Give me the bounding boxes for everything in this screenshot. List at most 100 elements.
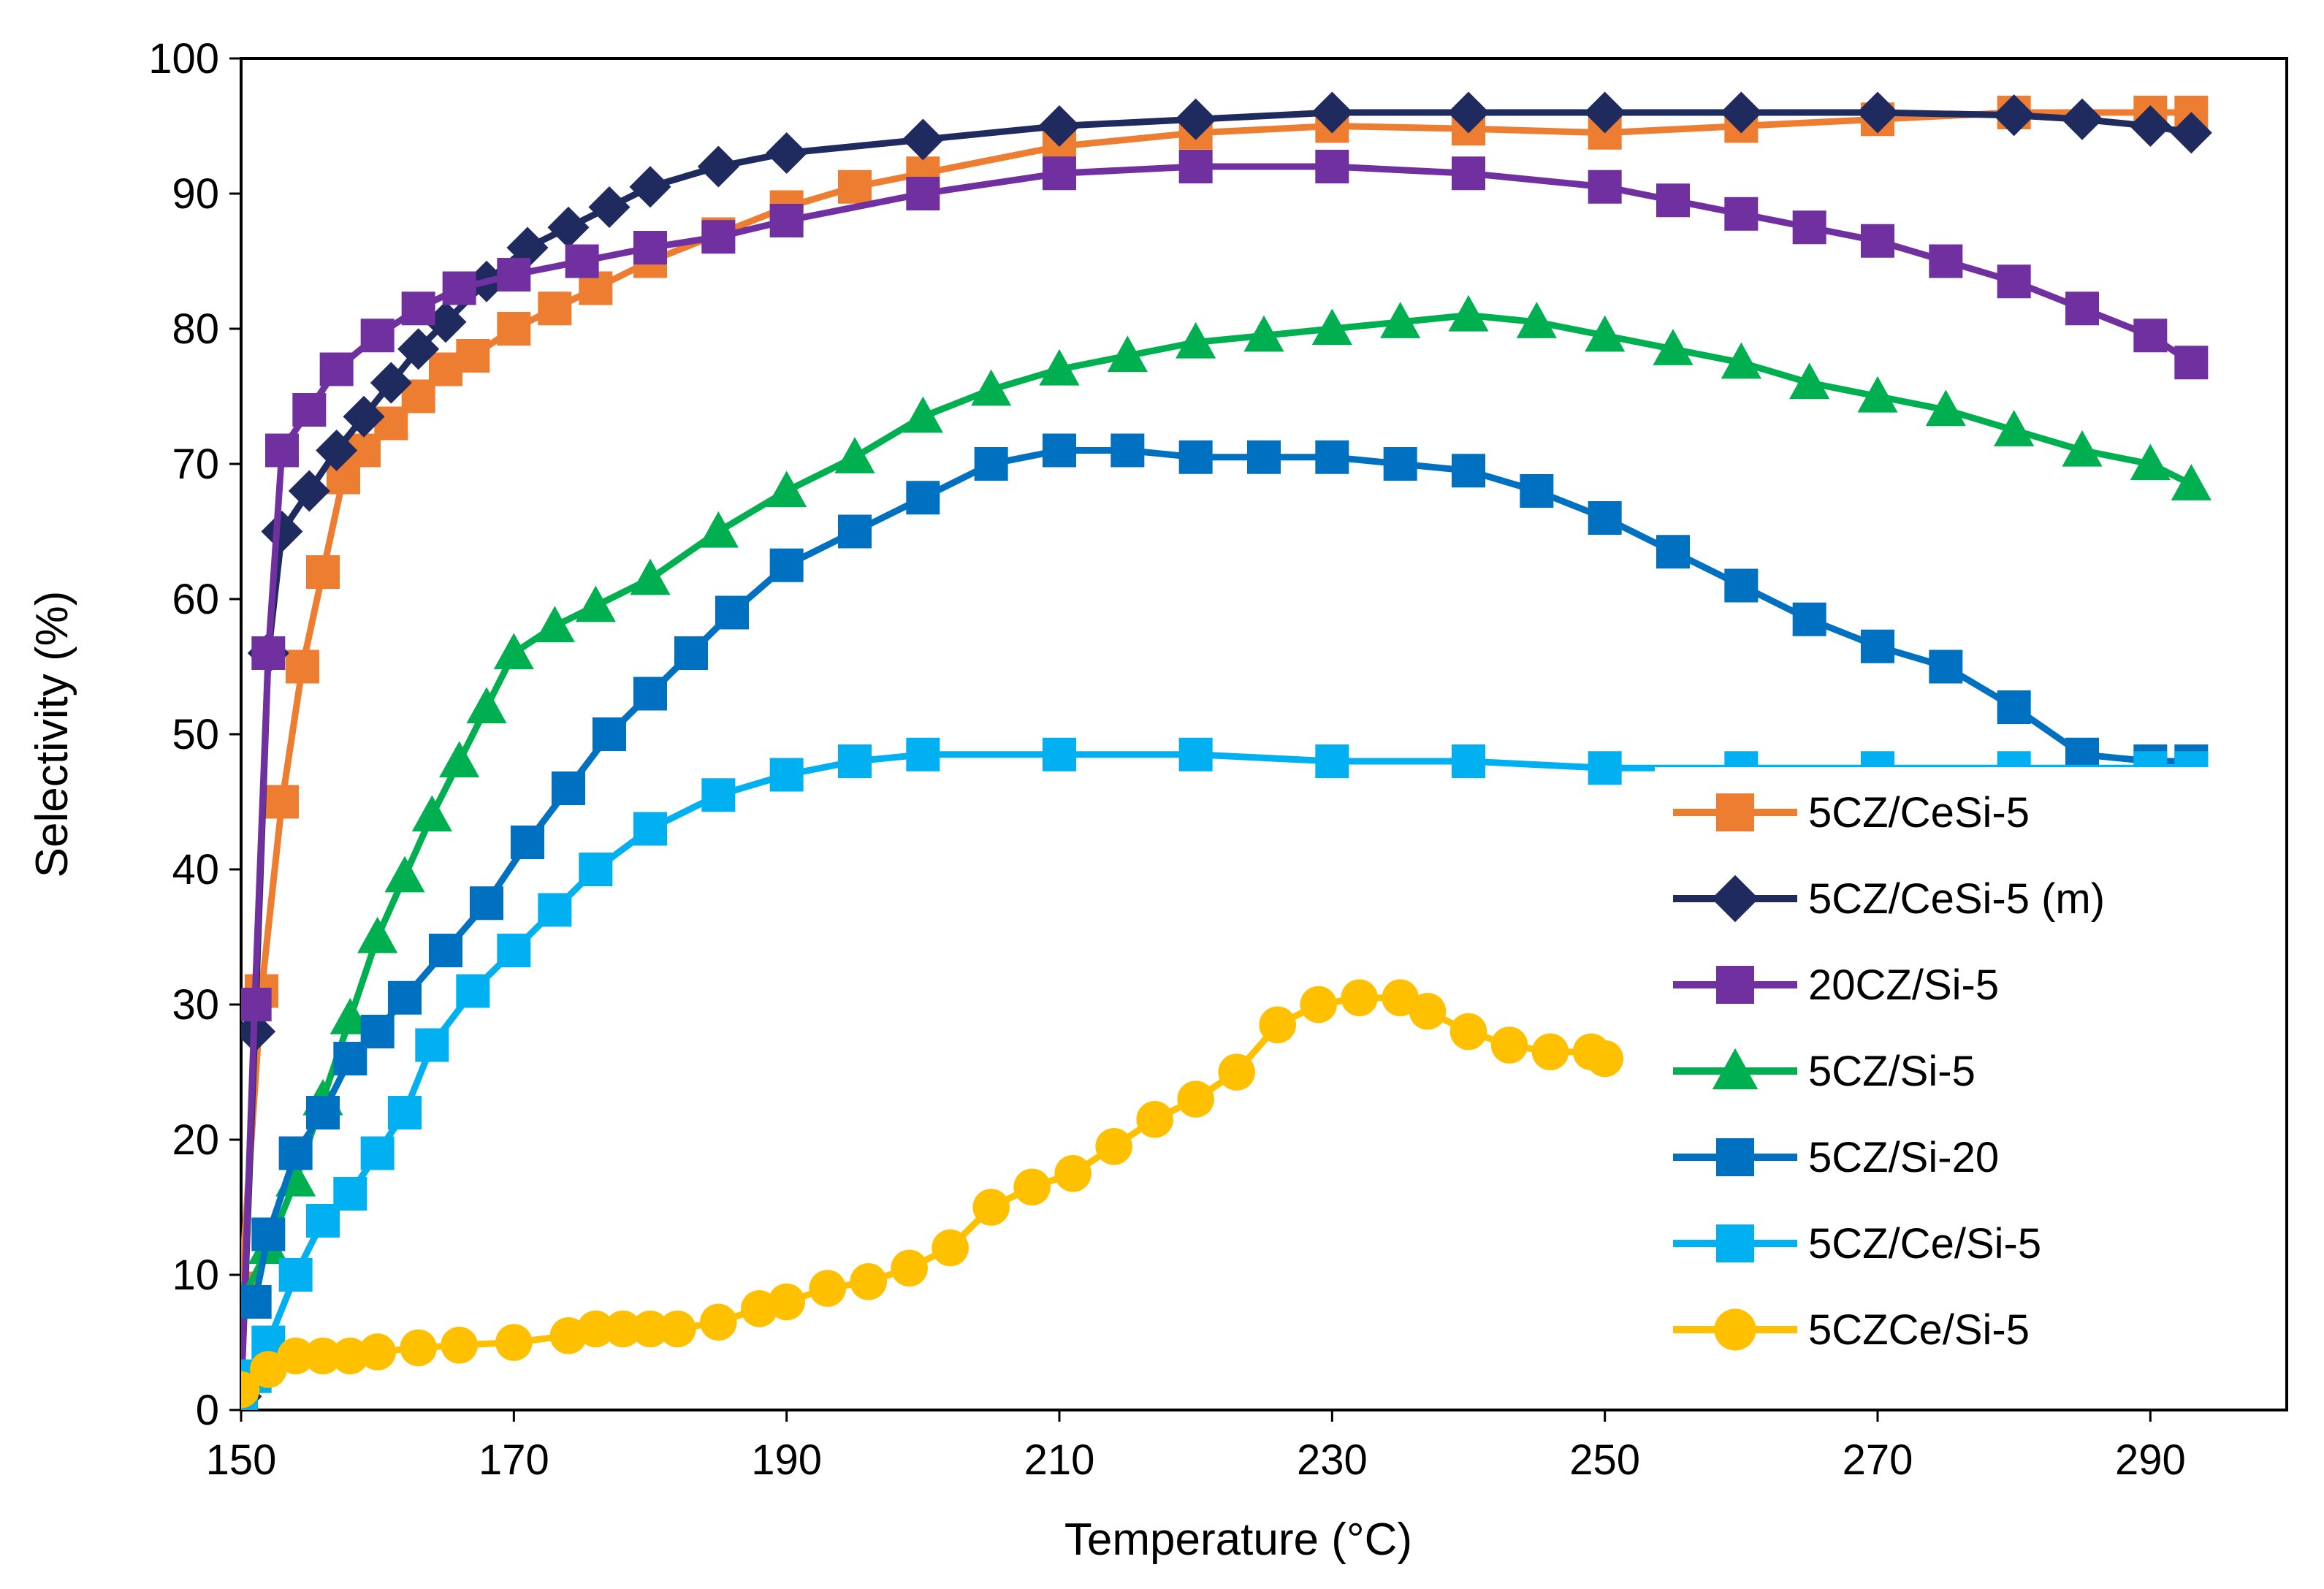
data-point (971, 369, 1012, 406)
data-point (593, 717, 626, 751)
y-axis-title: Selectivity (%) (27, 591, 77, 878)
data-point (1177, 1081, 1214, 1118)
legend-label: 5CZ/CeSi-5 (1808, 789, 2030, 837)
data-point (1452, 744, 1485, 778)
y-tick-label: 70 (172, 441, 219, 488)
data-point (497, 258, 531, 291)
data-point (769, 204, 804, 237)
data-point (2062, 430, 2103, 467)
data-point (442, 271, 476, 305)
data-point (838, 169, 872, 204)
data-point (1452, 156, 1485, 191)
data-point (333, 1177, 367, 1211)
y-tick-label: 40 (172, 846, 219, 893)
data-point (906, 481, 940, 515)
y-tick-label: 30 (172, 981, 219, 1029)
data-point (288, 470, 330, 512)
data-point (538, 893, 572, 927)
data-point (456, 339, 490, 373)
y-tick-label: 100 (148, 35, 219, 83)
data-point (1861, 224, 1894, 258)
data-point (1929, 244, 1963, 278)
data-point (1178, 440, 1213, 474)
data-point (1218, 1053, 1255, 1091)
data-point (292, 393, 327, 427)
data-point (2129, 104, 2171, 148)
data-point (439, 741, 480, 778)
data-point (1997, 690, 2031, 724)
data-point (400, 1329, 437, 1367)
data-point (1243, 315, 1284, 352)
y-tick-label: 80 (172, 305, 219, 353)
data-point (1997, 264, 2031, 299)
data-point (388, 1096, 422, 1129)
data-point (604, 1310, 641, 1348)
data-point (1110, 433, 1145, 468)
legend-item: 5CZ/CeSi-5 (m) (1673, 874, 2105, 923)
data-point (1176, 321, 1216, 359)
x-tick-label: 150 (206, 1436, 277, 1484)
legend-marker (1716, 1138, 1754, 1176)
x-axis: 150 170 190 210 230 250 270 290 (206, 1410, 2186, 1484)
data-point (286, 649, 319, 684)
data-point (1925, 389, 1966, 427)
data-point (1516, 302, 1557, 338)
data-point (1588, 169, 1622, 204)
y-tick-label: 20 (172, 1116, 219, 1164)
data-point (1315, 440, 1349, 474)
data-point (2170, 112, 2212, 154)
legend-item: 5CZ/Ce/Si-5 (1673, 1220, 2041, 1268)
data-point (769, 548, 804, 582)
data-point (1861, 629, 1894, 663)
x-axis-title: Temperature (°C) (1064, 1514, 1412, 1565)
legend-label: 5CZ/CeSi-5 (m) (1808, 875, 2105, 923)
data-point (497, 312, 531, 346)
data-point (1720, 91, 1762, 134)
data-point (2133, 319, 2168, 353)
data-point (424, 301, 467, 343)
data-point (766, 470, 807, 508)
series-6 (241, 979, 1623, 1409)
data-point (1585, 315, 1626, 352)
data-point (306, 1096, 340, 1129)
data-point (891, 1249, 928, 1287)
data-point (343, 395, 385, 438)
data-point (360, 1015, 395, 1048)
data-point (1856, 91, 1899, 134)
legend-item: 5CZ/CeSi-5 (1673, 789, 2030, 837)
data-point (278, 1136, 313, 1170)
x-tick-label: 170 (479, 1436, 549, 1484)
data-point (697, 145, 739, 188)
data-point (1656, 183, 1690, 218)
data-point (838, 744, 872, 778)
data-point (495, 1324, 533, 1361)
y-tick-label: 90 (172, 170, 219, 218)
data-point (809, 1270, 846, 1307)
data-point (1447, 91, 1490, 134)
legend-marker (1716, 793, 1754, 831)
data-point (534, 606, 575, 643)
legend-item: 5CZ/Si-5 (1673, 1048, 1976, 1095)
data-point (261, 510, 303, 553)
legend-label: 5CZ/Si-20 (1808, 1134, 1999, 1181)
data-point (972, 1189, 1010, 1226)
legend-label: 5CZ/Ce/Si-5 (1808, 1220, 2041, 1268)
data-point (701, 220, 736, 254)
data-point (902, 118, 944, 161)
legend-label: 20CZ/Si-5 (1808, 961, 1999, 1009)
data-point (1656, 535, 1690, 569)
data-point (370, 362, 412, 404)
data-point (1584, 91, 1626, 134)
data-point (834, 437, 875, 473)
data-point (1038, 104, 1081, 148)
data-point (1993, 94, 2035, 137)
series-4 (241, 433, 2209, 1319)
data-point (251, 1217, 286, 1251)
data-point (456, 974, 490, 1008)
data-point (547, 206, 590, 248)
data-point (1178, 737, 1213, 771)
data-point (766, 132, 808, 175)
data-point (588, 186, 630, 229)
data-point (1382, 979, 1419, 1017)
data-point (1490, 1026, 1528, 1064)
